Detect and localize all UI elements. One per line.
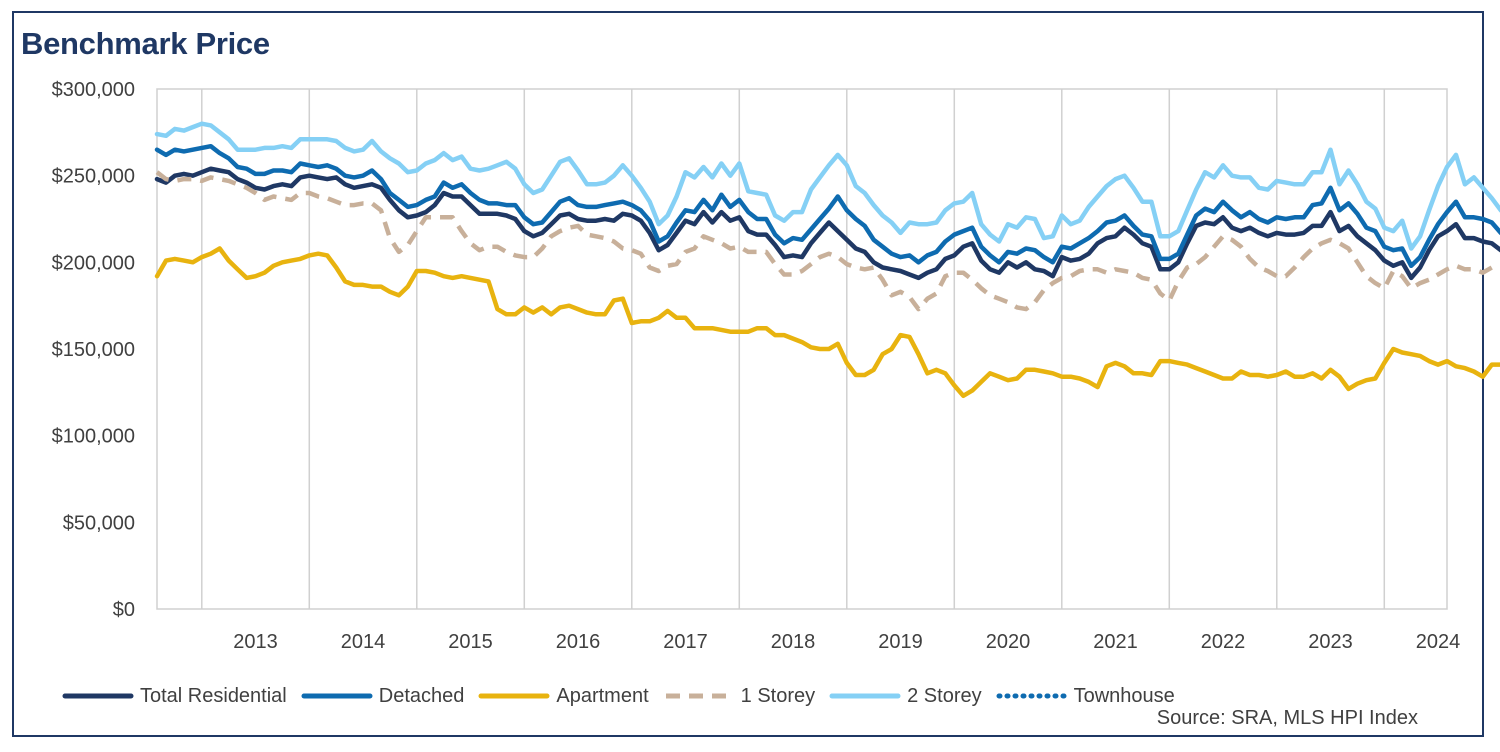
- x-tick-label: 2013: [233, 631, 278, 653]
- legend-swatch: [62, 693, 134, 699]
- legend-label: Townhouse: [1073, 684, 1175, 707]
- source-note: Source: SRA, MLS HPI Index: [1156, 707, 1418, 729]
- series-line-apartment: [154, 246, 1500, 399]
- y-tick-label: $0: [113, 599, 135, 621]
- x-tick-label: 2024: [1416, 631, 1461, 653]
- legend-label: 2 Storey: [907, 684, 982, 707]
- legend-swatch: [301, 693, 373, 699]
- x-tick-label: 2018: [771, 631, 816, 653]
- legend-label: Detached: [378, 684, 465, 707]
- x-tick-label: 2017: [663, 631, 708, 653]
- x-tick-label: 2016: [556, 631, 601, 653]
- gridlines: [156, 88, 1448, 610]
- legend-item-total-residential: Total Residential: [62, 685, 287, 708]
- y-tick-label: $50,000: [63, 512, 135, 534]
- legend-label: Total Residential: [140, 684, 287, 707]
- y-tick-label: $300,000: [52, 79, 135, 101]
- legend-swatch: [829, 693, 901, 699]
- legend-swatch: [996, 693, 1068, 699]
- y-tick-label: $250,000: [52, 166, 135, 188]
- legend-item-1-storey: 1 Storey: [663, 685, 815, 708]
- series-lines: [154, 121, 1500, 399]
- legend: Total Residential Detached Apartment 1 Stor…: [62, 683, 1189, 709]
- series-line-2-storey: [154, 121, 1500, 251]
- legend-label: Apartment: [556, 684, 649, 707]
- series-line-total-residential: [154, 166, 1500, 281]
- y-tick-label: $100,000: [52, 426, 135, 448]
- legend-item-detached: Detached: [301, 684, 465, 708]
- x-tick-label: 2021: [1093, 631, 1138, 653]
- legend-item-apartment: Apartment: [478, 684, 649, 708]
- chart-title: Benchmark Price: [21, 26, 270, 61]
- x-tick-label: 2015: [448, 631, 493, 653]
- x-tick-label: 2019: [878, 631, 923, 653]
- x-tick-label: 2023: [1308, 631, 1353, 653]
- legend-label: 1 Storey: [740, 684, 816, 707]
- x-tick-label: 2014: [341, 631, 386, 653]
- x-tick-label: 2022: [1201, 631, 1246, 653]
- legend-item-townhouse: Townhouse: [996, 685, 1175, 708]
- x-tick-label: 2020: [986, 631, 1031, 653]
- legend-swatch: [665, 693, 732, 699]
- axes: $0 $50,000 $100,000 $150,000 $200,000 $250,00…: [52, 79, 1461, 653]
- series-line-detached: [154, 143, 1500, 269]
- legend-item-2-storey: 2 Storey: [829, 684, 982, 708]
- plot-area-border: [156, 88, 1448, 610]
- y-tick-label: $150,000: [52, 339, 135, 361]
- legend-swatch: [478, 693, 550, 699]
- y-tick-label: $200,000: [52, 252, 135, 274]
- series-line-1-storey: [155, 170, 1500, 312]
